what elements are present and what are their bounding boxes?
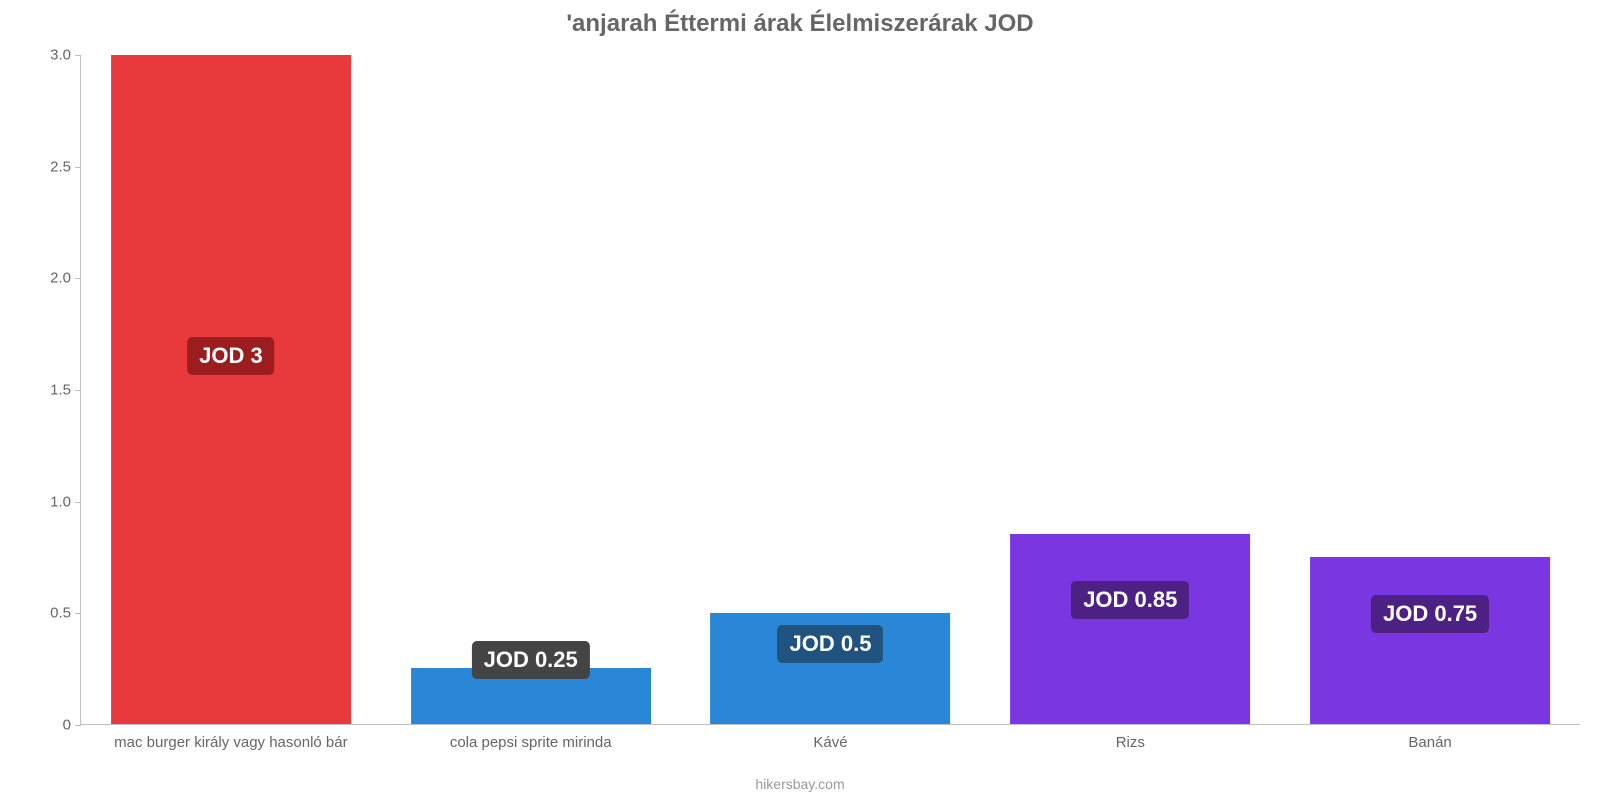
y-tick-label: 1.0 — [50, 493, 71, 510]
bar-slot: JOD 0.75Banán — [1280, 55, 1580, 724]
y-tick-mark — [75, 278, 81, 279]
x-category-label: mac burger király vagy hasonló bár — [114, 734, 347, 751]
y-tick-mark — [75, 502, 81, 503]
chart-title: 'anjarah Éttermi árak Élelmiszerárak JOD — [0, 10, 1600, 38]
bars-container: JOD 3mac burger király vagy hasonló bárJ… — [81, 55, 1580, 724]
y-tick-label: 0.5 — [50, 605, 71, 622]
bar-slot: JOD 3mac burger király vagy hasonló bár — [81, 55, 381, 724]
y-tick-mark — [75, 390, 81, 391]
bar-value-label: JOD 0.75 — [1371, 595, 1489, 633]
y-tick-label: 3.0 — [50, 47, 71, 64]
y-tick-label: 2.0 — [50, 270, 71, 287]
y-tick-label: 2.5 — [50, 158, 71, 175]
bar-value-label: JOD 0.85 — [1071, 581, 1189, 619]
plot-area: JOD 3mac burger király vagy hasonló bárJ… — [80, 55, 1580, 725]
x-category-label: Kávé — [813, 734, 847, 751]
bar-slot: JOD 0.85Rizs — [980, 55, 1280, 724]
bar-slot: JOD 0.25cola pepsi sprite mirinda — [381, 55, 681, 724]
y-tick-label: 1.5 — [50, 382, 71, 399]
bar-slot: JOD 0.5Kávé — [681, 55, 981, 724]
y-tick-mark — [75, 725, 81, 726]
bar — [1310, 557, 1550, 724]
y-tick-mark — [75, 613, 81, 614]
x-category-label: cola pepsi sprite mirinda — [450, 734, 612, 751]
y-tick-label: 0 — [63, 717, 71, 734]
bar-value-label: JOD 3 — [187, 337, 275, 375]
bar-value-label: JOD 0.25 — [472, 641, 590, 679]
price-bar-chart: 'anjarah Éttermi árak Élelmiszerárak JOD… — [0, 0, 1600, 800]
y-tick-mark — [75, 55, 81, 56]
bar-value-label: JOD 0.5 — [778, 625, 884, 663]
bar — [111, 55, 351, 724]
bar — [1010, 534, 1250, 724]
x-category-label: Banán — [1408, 734, 1451, 751]
chart-credit: hikersbay.com — [0, 776, 1600, 792]
x-category-label: Rizs — [1116, 734, 1145, 751]
y-tick-mark — [75, 167, 81, 168]
